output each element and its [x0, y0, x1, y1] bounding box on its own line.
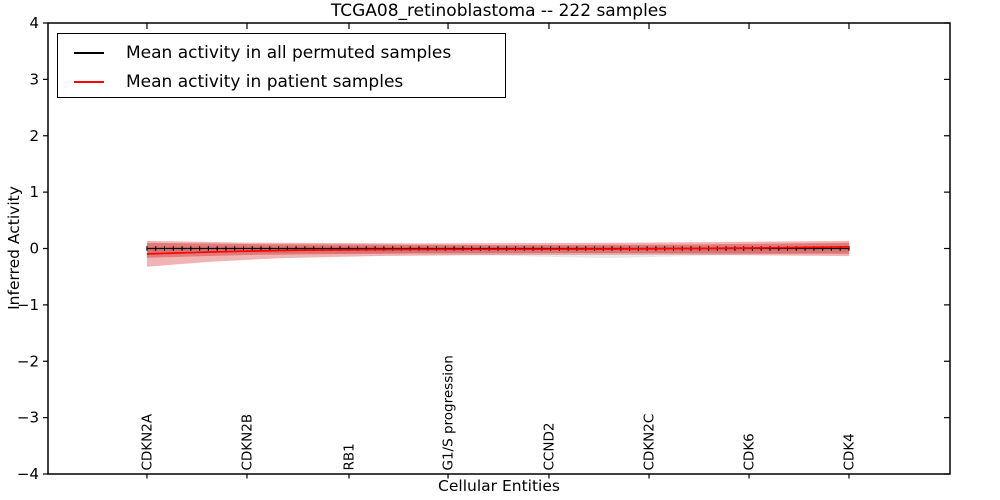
legend-line-permuted-swatch: [74, 51, 104, 54]
x-axis-label: Cellular Entities: [438, 477, 560, 495]
x-tick-label: CDKN2B: [239, 414, 255, 471]
chart-title: TCGA08_retinoblastoma -- 222 samples: [330, 1, 668, 21]
y-tick-label: 3: [29, 70, 39, 88]
y-tick-label: −3: [17, 409, 39, 427]
x-tick-label: RB1: [341, 443, 357, 470]
x-tick-label: CDK4: [841, 433, 857, 470]
legend-label-patient: Mean activity in patient samples: [126, 71, 404, 92]
legend-line-patient-swatch: [74, 80, 104, 83]
x-tick-label: CCND2: [541, 423, 557, 471]
x-tick-label: CDKN2C: [642, 414, 658, 471]
line-patient-mean: [146, 245, 850, 255]
y-tick-label: 2: [29, 127, 39, 145]
y-tick-label: −1: [17, 296, 39, 314]
y-tick-label: −4: [17, 465, 39, 483]
legend-entry-patient: Mean activity in patient samples: [58, 67, 505, 96]
y-axis-label: Inferred Activity: [5, 186, 23, 310]
y-tick-label: 0: [29, 240, 39, 258]
y-tick-label: 4: [29, 14, 39, 32]
x-tick-label: G1/S progression: [441, 355, 457, 470]
x-tick-label: CDKN2A: [139, 413, 155, 470]
legend-label-permuted: Mean activity in all permuted samples: [126, 42, 452, 63]
y-tick-label: −2: [17, 352, 39, 370]
x-tick-label: CDK6: [742, 433, 758, 470]
legend-entry-permuted: Mean activity in all permuted samples: [58, 38, 505, 67]
y-tick-label: 1: [29, 183, 39, 201]
legend: Mean activity in all permuted samples Me…: [57, 33, 506, 98]
